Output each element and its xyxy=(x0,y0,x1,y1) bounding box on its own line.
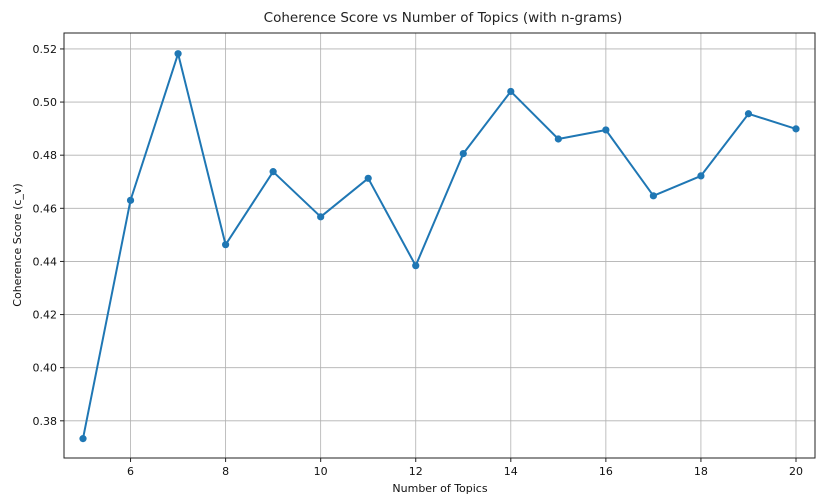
series-layer xyxy=(79,50,800,443)
data-point xyxy=(507,87,515,96)
y-tick-label: 0.38 xyxy=(33,415,58,428)
grid xyxy=(64,33,815,458)
x-tick-label: 20 xyxy=(789,465,803,478)
y-tick-label: 0.42 xyxy=(33,309,58,322)
x-tick-label: 18 xyxy=(694,465,708,478)
y-tick-label: 0.50 xyxy=(33,96,58,109)
y-tick-label: 0.40 xyxy=(33,362,58,375)
data-point xyxy=(79,435,87,443)
data-point xyxy=(222,241,230,249)
data-point xyxy=(602,126,610,134)
data-point xyxy=(792,125,800,133)
data-point xyxy=(269,168,277,176)
ticks: 6 8 10 12 14 16 18 20 0.38 0.40 0.42 0.44 0.46 0.48 0.… xyxy=(33,43,803,478)
data-point xyxy=(459,149,467,158)
x-tick-label: 10 xyxy=(314,465,328,478)
data-point xyxy=(364,174,372,182)
y-axis-label: Coherence Score (c_v) xyxy=(11,183,24,306)
y-tick-label: 0.46 xyxy=(33,202,58,215)
data-point xyxy=(174,50,182,58)
x-tick-label: 6 xyxy=(127,465,134,478)
data-point xyxy=(412,262,420,270)
x-tick-label: 16 xyxy=(599,465,613,478)
y-tick-label: 0.48 xyxy=(33,149,58,162)
data-point xyxy=(697,172,705,180)
data-point xyxy=(126,196,135,204)
y-tick-label: 0.52 xyxy=(33,43,58,56)
plot-frame xyxy=(63,32,816,459)
x-tick-label: 12 xyxy=(409,465,423,478)
x-axis-label: Number of Topics xyxy=(392,482,487,494)
chart-title: Coherence Score vs Number of Topics (wit… xyxy=(264,10,623,26)
data-point xyxy=(744,110,753,118)
data-point xyxy=(649,192,657,200)
x-tick-label: 8 xyxy=(222,465,229,478)
data-point xyxy=(317,213,325,221)
x-tick-label: 14 xyxy=(504,465,518,478)
series-line xyxy=(82,52,797,439)
data-point xyxy=(554,135,562,143)
y-tick-label: 0.44 xyxy=(33,255,58,268)
